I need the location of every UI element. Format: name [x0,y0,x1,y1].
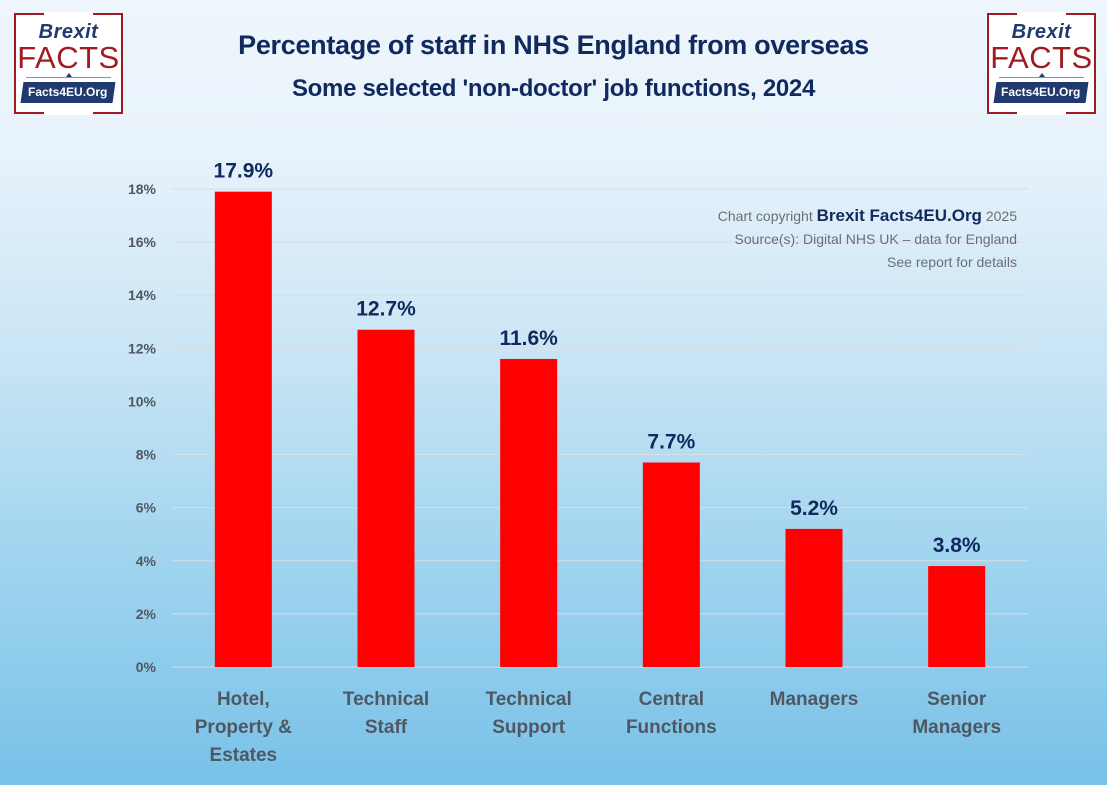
bar [357,329,415,667]
report-note: See report for details [887,254,1017,270]
logo-caret-icon [65,73,72,77]
x-tick-label-line: Functions [626,717,717,738]
x-tick-label: Technical Staff [343,689,429,738]
logo-divider [26,77,111,78]
y-tick-label: 0% [136,659,157,675]
x-tick-label: Technical Support [486,689,572,738]
logo-frame-gap [44,12,93,16]
bars [214,191,986,667]
x-tick-label: Hotel, Property & Estates [195,689,292,766]
x-tick-label-line: Estates [210,745,278,766]
x-tick-label: Senior Managers [912,689,1001,738]
y-tick-label: 12% [128,340,157,356]
chart-credits: Chart copyright Brexit Facts4EU.Org 2025… [718,204,1017,274]
chart-title: Percentage of staff in NHS England from … [238,30,869,60]
logo-frame-gap [1017,111,1066,115]
gridlines [172,188,1028,668]
brexit-facts-logo-right: Brexit FACTS Facts4EU.Org [987,12,1096,115]
copyright-prefix: Chart copyright [717,208,817,224]
bar [928,566,986,667]
y-tick-label: 4% [136,553,157,569]
logo-frame-gap [1017,12,1066,16]
x-tick-label-line: Property & [195,717,292,738]
y-tick-label: 14% [128,287,157,303]
x-tick-label-line: Staff [365,717,408,738]
x-tick-label-line: Hotel, [217,689,270,710]
bar [214,191,272,667]
y-tick-label: 8% [136,447,157,463]
x-tick-label-line: Technical [486,689,572,710]
copyright-line: Chart copyright Brexit Facts4EU.Org 2025 [718,204,1017,228]
x-tick-label-line: Managers [912,717,1001,738]
logo-brexit-text: Brexit [1011,21,1072,43]
y-tick-label: 6% [136,500,157,516]
y-axis: 0% 2% 4% 6% 8% 10% 12% 14% 16% 18% [128,181,157,675]
logo-divider [999,77,1084,78]
x-tick-label: Managers [770,689,859,710]
copyright-year: 2025 [981,208,1017,224]
x-tick-label-line: Technical [343,689,429,710]
copyright-brand: Brexit Facts4EU.Org [816,206,982,225]
bar [642,462,700,667]
logo-brexit-text: Brexit [38,21,99,43]
data-label: 11.6% [499,327,558,350]
source-line: Source(s): Digital NHS UK – data for Eng… [734,231,1017,247]
bar [785,528,843,667]
data-label: 5.2% [790,497,838,520]
x-tick-label-line: Support [492,717,565,738]
y-tick-label: 2% [136,606,157,622]
x-tick-label-line: Senior [927,689,987,710]
x-tick-label: Central Functions [626,689,717,738]
data-label: 3.8% [933,534,981,557]
data-label: 7.7% [647,431,695,454]
y-tick-label: 16% [128,234,157,250]
logo-frame-gap [44,111,93,115]
logo-facts-text: FACTS [17,40,120,75]
logo-facts-text: FACTS [990,40,1093,75]
x-tick-label-line: Central [639,689,704,710]
chart-subtitle: Some selected 'non-doctor' job functions… [291,75,816,102]
x-tick-label-line: Managers [770,689,859,710]
y-tick-label: 10% [128,393,157,409]
logo-caret-icon [1038,73,1045,77]
data-label: 17.9% [214,160,274,183]
bar [500,358,558,667]
brexit-facts-logo-left: Brexit FACTS Facts4EU.Org [14,12,123,115]
data-labels: 17.9% 12.7% 11.6% 7.7% 5.2% 3.8% [214,160,981,557]
y-tick-label: 18% [128,181,157,197]
data-label: 12.7% [356,298,416,321]
